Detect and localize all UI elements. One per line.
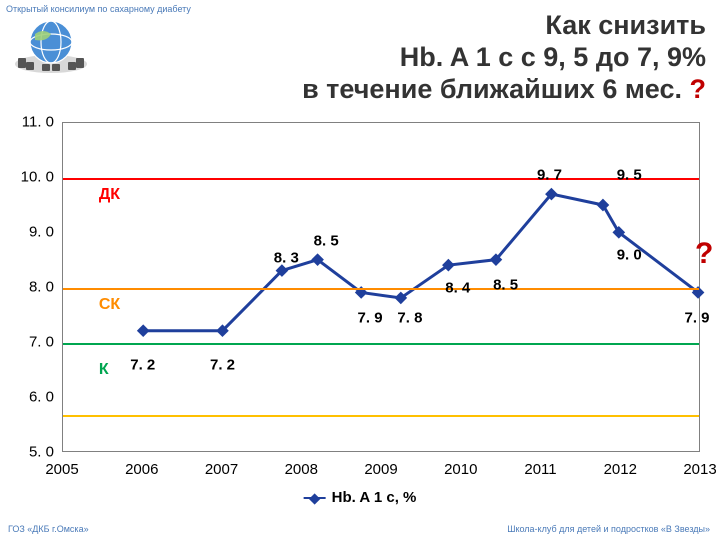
y-tick-label: 7. 0 xyxy=(29,334,54,351)
footer-right: Школа-клуб для детей и подростков «В Зве… xyxy=(507,524,710,534)
ref-line-label: ДК xyxy=(99,186,120,204)
chart: 11. 010. 09. 08. 07. 06. 05. 0 ДКСКК7. 2… xyxy=(20,122,700,482)
ref-line-label: СК xyxy=(99,296,120,314)
x-tick-label: 2010 xyxy=(444,461,477,478)
ref-line-label: К xyxy=(99,361,109,379)
y-tick-label: 5. 0 xyxy=(29,444,54,461)
legend-marker xyxy=(304,497,326,499)
data-label: 7. 2 xyxy=(210,357,235,374)
legend-label: Hb. A 1 c, % xyxy=(332,489,417,506)
data-label: 7. 9 xyxy=(684,310,709,327)
ref-line xyxy=(63,343,699,345)
x-tick-label: 2011 xyxy=(524,461,556,478)
x-tick-label: 2012 xyxy=(604,461,637,478)
y-tick-label: 8. 0 xyxy=(29,279,54,296)
y-tick-label: 6. 0 xyxy=(29,389,54,406)
data-label: 7. 2 xyxy=(130,357,155,374)
ref-line xyxy=(63,178,699,180)
data-label: 8. 4 xyxy=(445,280,470,297)
plot-svg xyxy=(63,123,699,451)
y-tick-label: 10. 0 xyxy=(21,169,54,186)
y-tick-label: 11. 0 xyxy=(22,114,54,131)
ref-line xyxy=(63,415,699,417)
data-label: 7. 9 xyxy=(358,310,383,327)
legend: Hb. A 1 c, % xyxy=(304,489,417,506)
data-label: 8. 5 xyxy=(493,277,518,294)
title-line-2: Hb. A 1 c с 9, 5 до 7, 9% xyxy=(110,42,706,74)
title-line-3-q: ? xyxy=(690,74,707,104)
data-label: 9. 7 xyxy=(537,167,562,184)
x-tick-label: 2005 xyxy=(45,461,78,478)
data-label: 8. 5 xyxy=(314,233,339,250)
x-tick-label: 2006 xyxy=(125,461,158,478)
data-label: 8. 3 xyxy=(274,249,299,266)
x-tick-label: 2007 xyxy=(205,461,238,478)
data-label: 9. 0 xyxy=(617,247,642,264)
data-label: 9. 5 xyxy=(617,167,642,184)
footer-left: ГОЗ «ДКБ г.Омска» xyxy=(8,524,89,534)
title-line-1: Как снизить xyxy=(110,10,706,42)
big-question-mark: ? xyxy=(695,237,713,271)
page-title: Как снизить Hb. A 1 c с 9, 5 до 7, 9% в … xyxy=(110,10,706,106)
series-marker xyxy=(597,199,610,212)
logo xyxy=(12,14,90,76)
data-label: 7. 8 xyxy=(397,310,422,327)
y-axis: 11. 010. 09. 08. 07. 06. 05. 0 xyxy=(20,122,60,452)
x-tick-label: 2008 xyxy=(285,461,318,478)
ref-line xyxy=(63,288,699,290)
y-tick-label: 9. 0 xyxy=(29,224,54,241)
plot-area: ДК СК К 7. 2 7. 2 8. 3 8. 5 7. 9 7. 8 8. 4 8. 5 9. … xyxy=(62,122,700,452)
title-line-3: в течение ближайших 6 мес. ? xyxy=(110,74,706,106)
x-tick-label: 2013 xyxy=(683,461,716,478)
series-marker xyxy=(137,324,150,337)
title-line-3-text: в течение ближайших 6 мес. xyxy=(302,74,689,104)
x-tick-label: 2009 xyxy=(364,461,397,478)
